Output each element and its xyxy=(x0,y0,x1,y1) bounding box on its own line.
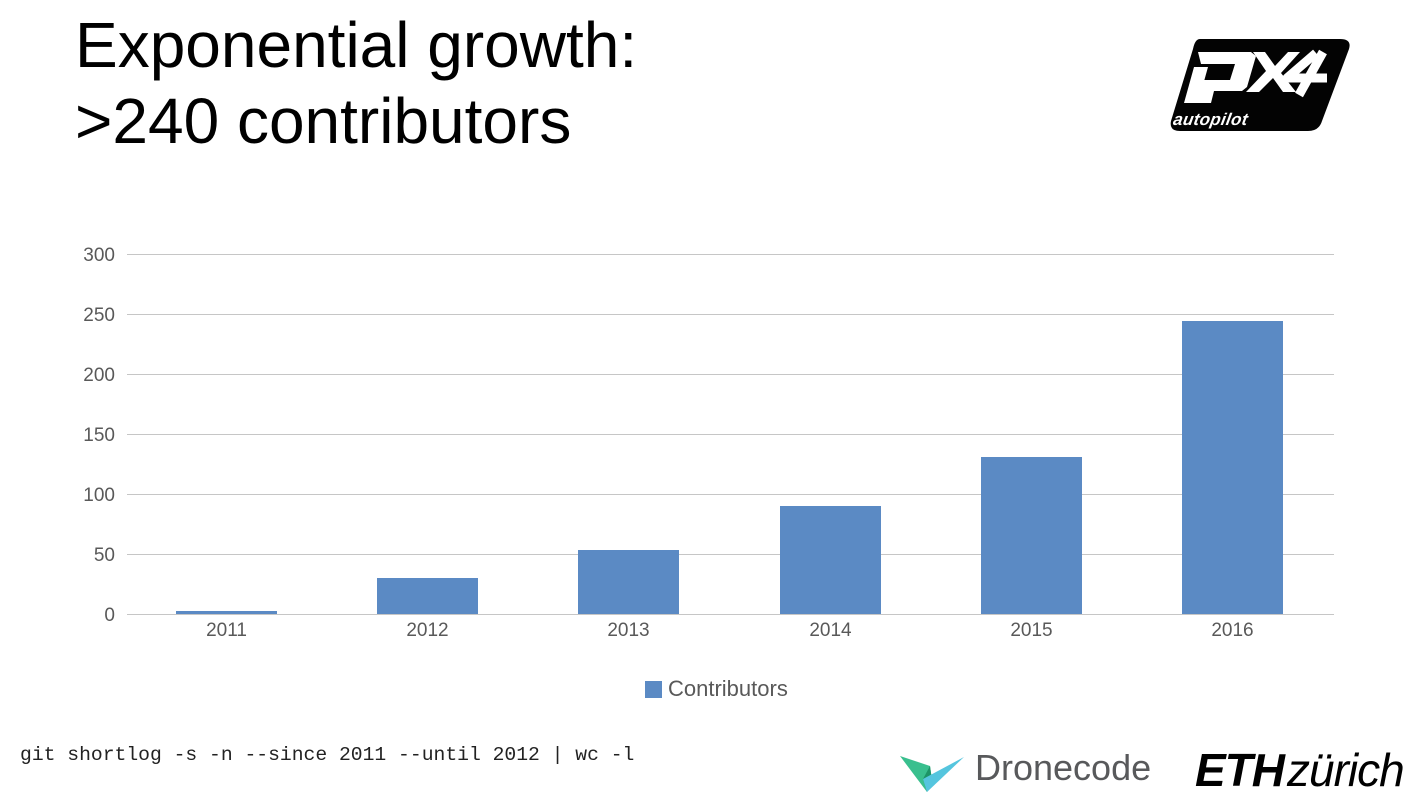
svg-text:autopilot: autopilot xyxy=(1172,109,1251,129)
